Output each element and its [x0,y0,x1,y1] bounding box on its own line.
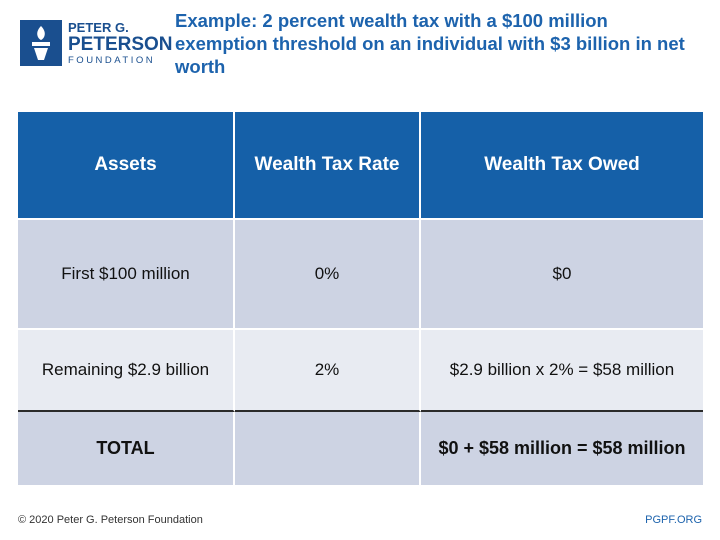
header-cell: Wealth Tax Rate [235,112,421,220]
logo-line: FOUNDATION [68,55,156,66]
logo: PETER G. PETERSON FOUNDATION [20,20,173,66]
table-cell: 0% [235,220,421,330]
url: PGPF.ORG [645,514,702,526]
title: Example: 2 percent wealth tax with a $10… [175,10,685,77]
logo-line: PETER G. [68,20,129,35]
header-cell: Assets [18,112,235,220]
logo-icon [20,20,62,66]
table-cell: Remaining $2.9 billion [18,330,235,412]
copyright: © 2020 Peter G. Peterson Foundation [18,514,203,526]
table-cell [235,412,421,485]
total-label: TOTAL [18,412,235,485]
table-cell: First $100 million [18,220,235,330]
header-cell: Wealth Tax Owed [421,112,703,220]
table-cell: $2.9 billion x 2% = $58 million [421,330,703,412]
table: Assets Wealth Tax Rate Wealth Tax Owed Firs… [18,112,703,485]
table-cell: $0 [421,220,703,330]
total-owed: $0 + $58 million = $58 million [421,412,703,485]
logo-line: PETERSON [68,34,173,55]
table-cell: 2% [235,330,421,412]
